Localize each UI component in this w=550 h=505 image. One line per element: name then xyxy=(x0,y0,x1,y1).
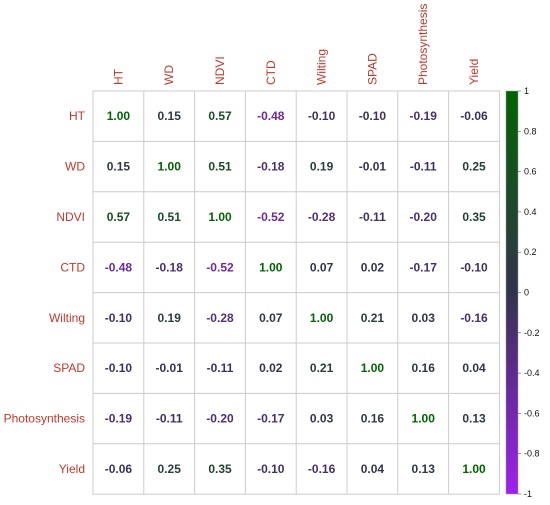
column-labels: HT WD NDVI CTD Wilting SPAD Photosynthesis Yiel… xyxy=(111,4,481,85)
cell-value: 0.35 xyxy=(462,210,486,224)
colorbar-tick-label: 0.8 xyxy=(524,126,537,136)
row-labels: HT WD NDVI CTD Wilting SPAD Photosynthesis Yiel… xyxy=(4,109,86,476)
cell-value: 0.16 xyxy=(361,412,385,426)
cell-value: 0.25 xyxy=(158,462,182,476)
cell-value: -0.28 xyxy=(206,311,234,325)
row-label: SPAD xyxy=(53,361,85,375)
cell-value: 1.00 xyxy=(462,462,486,476)
cell-value: -0.10 xyxy=(460,260,488,274)
cell-value: -0.11 xyxy=(359,210,386,224)
column-label: SPAD xyxy=(365,53,379,85)
cell-value: -0.06 xyxy=(105,462,133,476)
cell-value: 0.04 xyxy=(361,462,385,476)
cell-value: 0.07 xyxy=(259,311,283,325)
cell-value: -0.01 xyxy=(156,361,184,375)
cell-value: 0.03 xyxy=(412,311,436,325)
cell-value: 0.15 xyxy=(158,109,182,123)
colorbar-tick-label: -0.6 xyxy=(524,408,540,418)
cell-value: -0.11 xyxy=(410,160,437,174)
cell-value: 1.00 xyxy=(310,311,334,325)
cell-value: -0.11 xyxy=(207,361,234,375)
cell-value: -0.48 xyxy=(105,260,133,274)
colorbar-tick-label: 0.6 xyxy=(524,167,537,177)
row-label: HT xyxy=(69,109,86,123)
column-label: Wilting xyxy=(315,49,329,85)
cell-value: -0.16 xyxy=(460,311,488,325)
cell-value: -0.20 xyxy=(206,412,234,426)
cell-value: -0.52 xyxy=(206,260,234,274)
cell-value: 1.00 xyxy=(259,260,283,274)
cell-value: 0.13 xyxy=(412,462,436,476)
cell-value: -0.06 xyxy=(460,109,488,123)
cell-value: -0.10 xyxy=(308,109,336,123)
colorbar-tick-label: -0.2 xyxy=(524,328,540,338)
cell-value: 0.57 xyxy=(107,210,131,224)
cell-value: -0.16 xyxy=(308,462,336,476)
cell-value: 1.00 xyxy=(412,412,436,426)
cell-value: 0.02 xyxy=(259,361,283,375)
cell-value: -0.17 xyxy=(410,260,438,274)
row-label: CTD xyxy=(60,260,85,274)
cell-value: 0.15 xyxy=(107,160,131,174)
cell-value: -0.10 xyxy=(105,311,133,325)
colorbar-gradient xyxy=(505,90,519,495)
cell-value: -0.18 xyxy=(156,260,184,274)
column-label: HT xyxy=(111,68,125,85)
column-label: Yield xyxy=(467,59,481,85)
column-label: Photosynthesis xyxy=(416,4,430,85)
cell-value: 0.25 xyxy=(462,160,486,174)
cell-value: -0.19 xyxy=(410,109,438,123)
cell-value: -0.17 xyxy=(257,412,285,426)
row-label: WD xyxy=(65,160,85,174)
row-label: Yield xyxy=(59,462,85,476)
cell-value: -0.01 xyxy=(359,160,387,174)
matrix-cells: 1.00 0.15 0.57 -0.48 -0.10 -0.10 -0.19 -0.06 0.1… xyxy=(105,109,488,476)
colorbar-tick-label: 1 xyxy=(524,86,529,96)
cell-value: -0.52 xyxy=(257,210,285,224)
colorbar-tick-label: 0 xyxy=(524,288,529,298)
cell-value: 0.21 xyxy=(310,361,334,375)
cell-value: 0.51 xyxy=(208,160,232,174)
cell-value: 0.02 xyxy=(361,260,385,274)
cell-value: 0.13 xyxy=(462,412,486,426)
colorbar-tick-label: -0.4 xyxy=(524,368,540,378)
cell-value: 0.35 xyxy=(208,462,232,476)
cell-value: -0.19 xyxy=(105,412,133,426)
cell-value: 1.00 xyxy=(361,361,385,375)
colorbar-tick-label: 0.2 xyxy=(524,247,537,257)
matrix-grid xyxy=(92,90,500,495)
cell-value: 0.51 xyxy=(158,210,182,224)
cell-value: 0.19 xyxy=(158,311,182,325)
color-legend-bar: 1 0.8 0.6 0.4 0.2 0 -0.2 -0.4 -0.6 -0.8 -1 xyxy=(505,86,540,499)
colorbar-tick-label: -0.8 xyxy=(524,449,540,459)
column-label: CTD xyxy=(264,60,278,85)
cell-value: -0.11 xyxy=(156,412,183,426)
cell-value: 1.00 xyxy=(158,160,182,174)
cell-value: -0.10 xyxy=(359,109,387,123)
column-label: WD xyxy=(162,65,176,85)
cell-value: 0.19 xyxy=(310,160,334,174)
column-label: NDVI xyxy=(213,56,227,85)
cell-value: 1.00 xyxy=(208,210,232,224)
row-label: Photosynthesis xyxy=(4,412,85,426)
cell-value: -0.10 xyxy=(105,361,133,375)
cell-value: -0.18 xyxy=(257,160,285,174)
cell-value: 0.16 xyxy=(412,361,436,375)
colorbar-tick-label: -1 xyxy=(524,489,532,499)
cell-value: -0.20 xyxy=(410,210,438,224)
cell-value: 0.21 xyxy=(361,311,385,325)
cell-value: 0.03 xyxy=(310,412,334,426)
row-label: NDVI xyxy=(56,210,85,224)
row-label: Wilting xyxy=(49,311,85,325)
colorbar-tick-label: 0.4 xyxy=(524,207,537,217)
cell-value: 1.00 xyxy=(107,109,131,123)
cell-value: 0.57 xyxy=(208,109,232,123)
cell-value: -0.10 xyxy=(257,462,285,476)
cell-value: -0.28 xyxy=(308,210,336,224)
cell-value: 0.04 xyxy=(462,361,486,375)
cell-value: 0.07 xyxy=(310,260,334,274)
cell-value: -0.48 xyxy=(257,109,285,123)
